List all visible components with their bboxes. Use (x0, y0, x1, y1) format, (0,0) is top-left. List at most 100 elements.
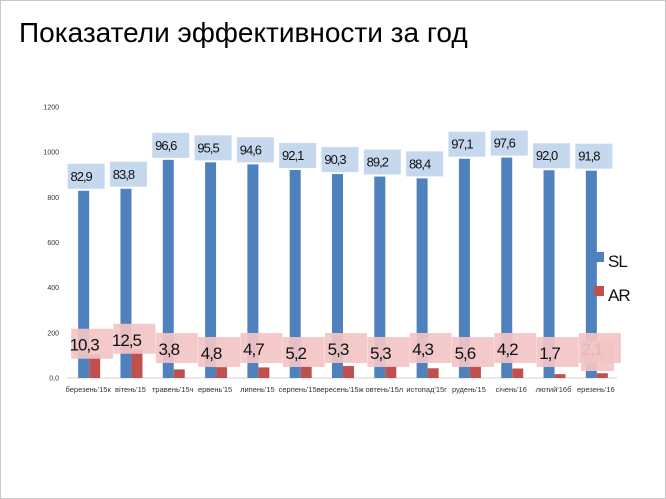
sl-data-label-box (448, 131, 486, 157)
ar-data-label-box (367, 337, 410, 367)
y-tick-label: 1000 (43, 150, 59, 157)
bar-sl (416, 178, 428, 378)
sl-data-label: 82,9 (70, 169, 92, 184)
bar-sl (332, 174, 343, 378)
sl-data-label-box (490, 130, 528, 156)
y-tick-label: 0,0 (49, 376, 59, 383)
bar-ar (131, 349, 143, 378)
bar-sl (162, 159, 174, 378)
x-category-label: ересень'15ж (320, 385, 363, 394)
bar-sl (120, 188, 132, 378)
ar-data-label: 5,3 (370, 344, 391, 363)
ar-data-label-box (451, 337, 494, 367)
ar-data-label-box (325, 333, 367, 363)
bar-sl (501, 157, 513, 378)
sl-data-label: 88,4 (409, 156, 431, 171)
bar-ar (173, 369, 185, 378)
bar-sl (374, 176, 386, 378)
sl-data-label: 94,6 (240, 142, 262, 157)
legend-label-ar: AR (608, 286, 630, 305)
sl-data-label-box (194, 135, 232, 161)
bar-ar (427, 368, 439, 378)
ar-data-label: 5,2 (285, 344, 306, 363)
legend-swatch-ar (594, 286, 604, 296)
slide-title: Показатели эффективности за год (19, 17, 468, 48)
ar-data-label-box (240, 333, 283, 363)
sl-data-label-box (67, 163, 105, 189)
sl-data-label-box (363, 149, 401, 175)
ar-data-label: 3,8 (158, 340, 179, 359)
bar-sl (543, 170, 555, 378)
ar-data-label-box (113, 323, 156, 354)
y-tick-label: 1200 (43, 105, 59, 112)
bar-sl (78, 190, 90, 378)
bar-ar (258, 367, 270, 378)
ar-data-label-box (198, 337, 241, 367)
sl-data-label-box (152, 132, 190, 158)
ar-data-label-box (71, 328, 114, 359)
sl-data-label-box (575, 143, 613, 169)
x-category-label: истопад'15г (406, 385, 447, 394)
x-category-label: лютий'16б (536, 385, 572, 394)
bar-sl (458, 158, 470, 378)
y-tick-label: 200 (47, 330, 59, 337)
bar-ar (343, 366, 354, 378)
ar-data-label: 4,2 (497, 340, 518, 359)
ar-data-label-box (155, 333, 198, 363)
sl-data-label: 97,6 (494, 136, 516, 151)
ar-data-label-box (536, 337, 579, 367)
ar-data-label-box (581, 341, 614, 371)
ar-data-label: 5,6 (455, 344, 476, 363)
sl-data-label: 97,1 (451, 137, 473, 152)
x-category-label: ервень'15 (198, 385, 232, 394)
sl-data-label: 95,5 (197, 140, 219, 155)
x-category-label: вітень'15 (115, 385, 146, 394)
x-category-label: ерезень'16 (577, 385, 615, 394)
x-category-label: овтень'15л (365, 385, 403, 394)
bar-ar (300, 366, 312, 378)
bar-ar (385, 366, 397, 378)
ar-data-label: 1,7 (539, 344, 560, 363)
bar-ar (554, 374, 566, 378)
legend-label-sl: SL (608, 252, 627, 271)
ar-data-label: 12,5 (112, 331, 142, 350)
ar-data-label: 4,7 (243, 340, 264, 359)
ar-data-label-box (409, 333, 452, 363)
sl-data-label: 92,1 (282, 148, 304, 163)
sl-data-label-box (109, 161, 147, 187)
sl-data-label: 83,8 (113, 167, 135, 182)
sl-data-label-box (406, 151, 444, 177)
x-category-label: липень'15 (240, 385, 275, 394)
sl-data-label-box (279, 143, 317, 169)
x-category-label: серпень'15в (279, 385, 321, 394)
ar-data-label: 4,8 (201, 344, 222, 363)
sl-data-label: 92,0 (536, 148, 558, 163)
x-category-label: рудень'15 (452, 385, 486, 394)
sl-data-label: 90,3 (324, 152, 346, 167)
legend-swatch-sl (594, 252, 604, 262)
bar-ar (596, 373, 608, 378)
sl-data-label: 91,8 (578, 149, 600, 164)
x-category-label: січень'16 (496, 385, 527, 394)
y-tick-label: 800 (47, 195, 59, 202)
bar-ar (469, 365, 481, 378)
ar-data-label-box (282, 337, 325, 367)
y-tick-label: 600 (47, 240, 59, 247)
ar-data-label-box (494, 333, 537, 363)
sl-data-label-box (533, 143, 571, 169)
y-tick-label: 400 (47, 285, 59, 292)
bar-sl (247, 164, 259, 378)
sl-data-label: 96,6 (155, 138, 177, 153)
bar-ar (89, 354, 101, 378)
bar-sl (205, 162, 217, 378)
sl-data-label-box (321, 147, 359, 173)
ar-data-label: 5,3 (328, 340, 349, 359)
bar-ar (512, 368, 524, 378)
sl-data-label: 89,2 (367, 155, 389, 170)
bar-sl (289, 170, 301, 378)
bar-ar (216, 367, 228, 378)
ar-data-label: 10,3 (70, 336, 100, 355)
bar-sl (585, 170, 597, 378)
